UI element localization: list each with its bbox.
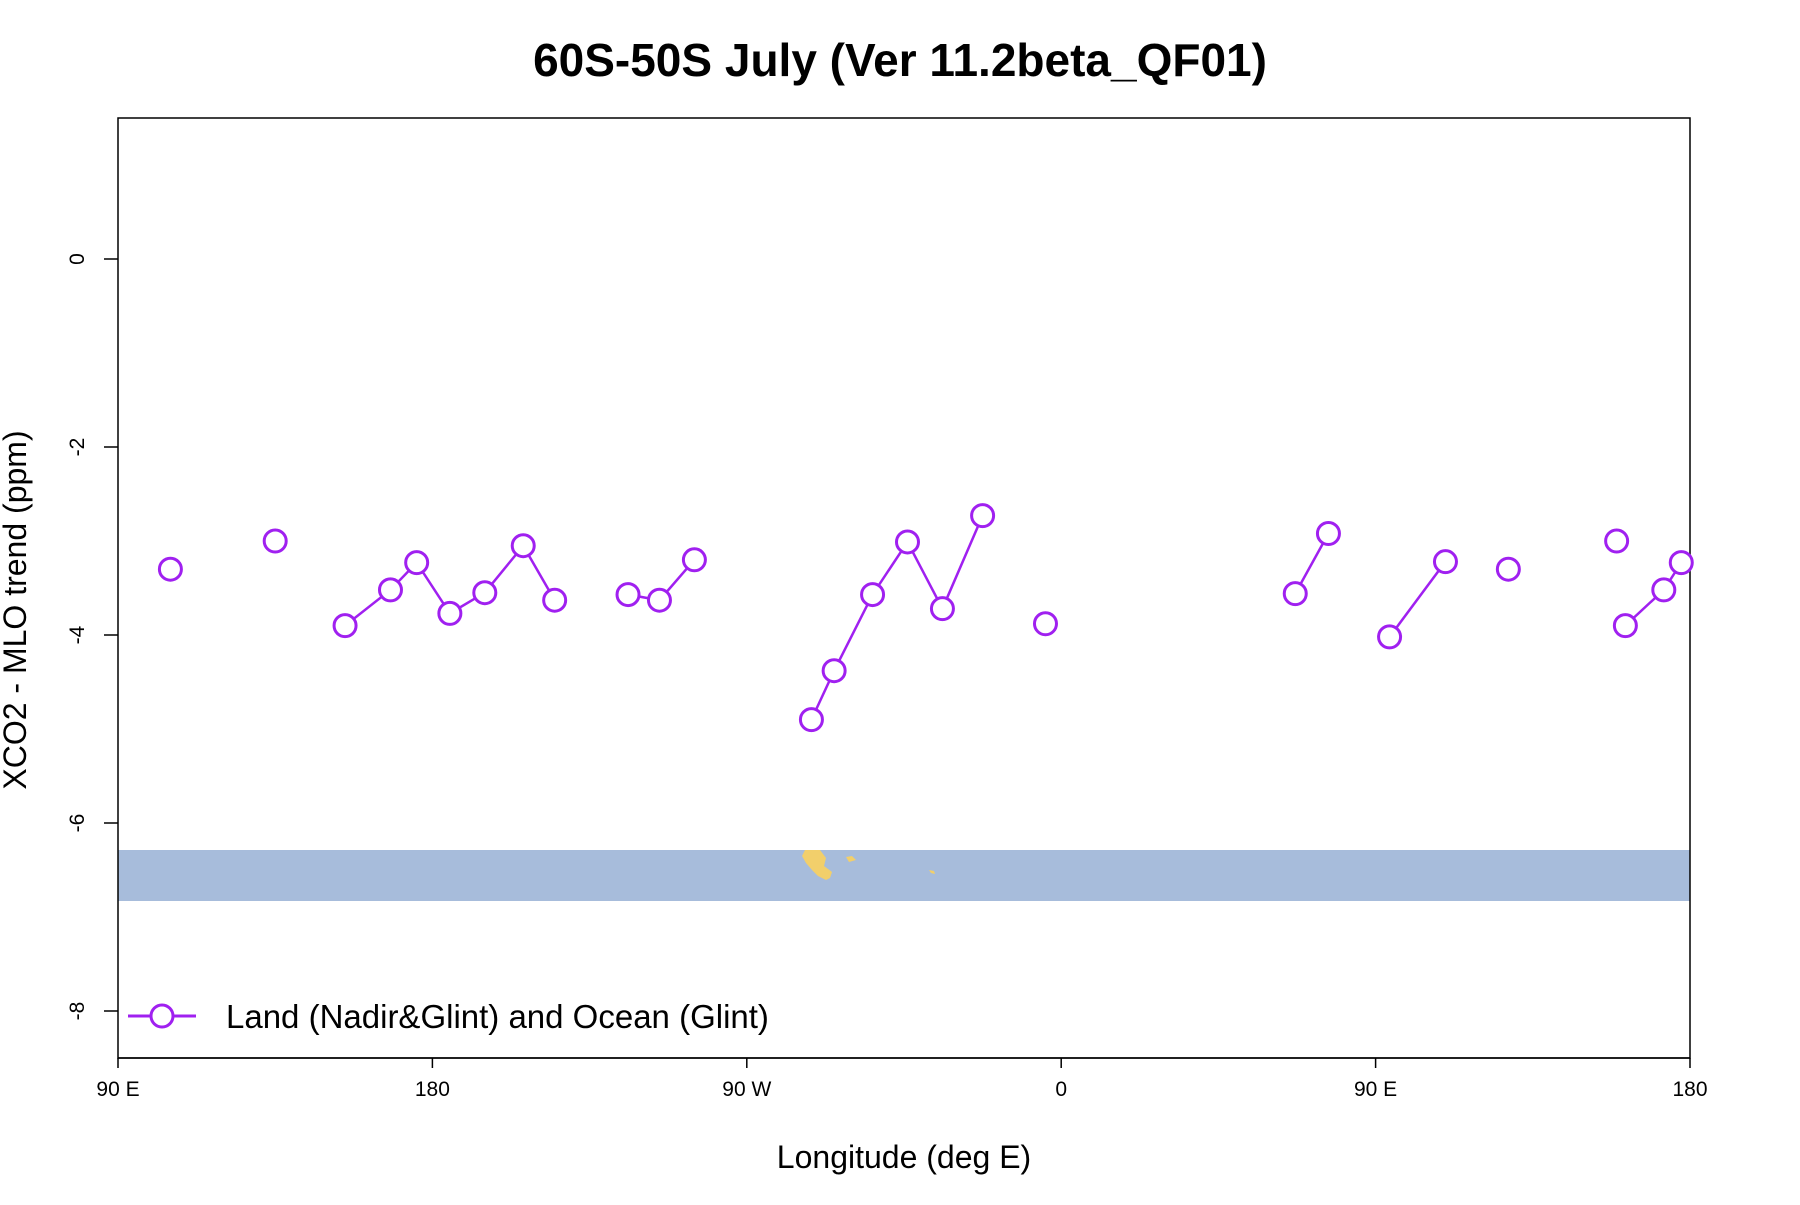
data-point [1377, 624, 1403, 650]
x-tick-label: 90 W [722, 1078, 771, 1101]
ocean-band [118, 850, 1690, 901]
data-point [472, 580, 498, 606]
land-island-small [929, 870, 935, 874]
x-tick-label: 0 [1055, 1078, 1067, 1101]
data-point [929, 596, 955, 622]
land-south-america-tip [802, 850, 832, 880]
y-axis-title: XCO2 - MLO trend (ppm) [0, 430, 33, 789]
y-axis: 0 -2 -4 -6 -8 [66, 253, 118, 1020]
data-point [1032, 611, 1058, 637]
x-tick-label: 180 [1672, 1078, 1707, 1101]
data-point [894, 529, 920, 555]
data-point [646, 587, 672, 613]
data-point [1495, 556, 1521, 582]
legend: Land (Nadir&Glint) and Ocean (Glint) [128, 998, 769, 1035]
data-point [860, 582, 886, 608]
data-point [377, 577, 403, 603]
x-tick-label: 90 E [96, 1078, 139, 1101]
data-point [1432, 549, 1458, 575]
data-point [332, 613, 358, 639]
data-point [615, 582, 641, 608]
y-tick-label: -6 [66, 814, 89, 833]
data-point [542, 587, 568, 613]
legend-marker [149, 1003, 175, 1029]
data-point [437, 600, 463, 626]
data-point [970, 503, 996, 529]
series-group [157, 503, 1694, 733]
data-point [262, 528, 288, 554]
y-tick-label: 0 [66, 253, 89, 265]
x-tick-label: 90 E [1354, 1078, 1397, 1101]
data-point [1612, 613, 1638, 639]
x-axis-title: Longitude (deg E) [777, 1139, 1031, 1175]
data-point [1668, 550, 1694, 576]
data-point [157, 556, 183, 582]
x-tick-label: 180 [415, 1078, 450, 1101]
x-axis: 90 E 180 90 W 0 90 E 180 [96, 1057, 1708, 1101]
data-point [1315, 520, 1341, 546]
plot-frame [117, 117, 1691, 1059]
legend-label: Land (Nadir&Glint) and Ocean (Glint) [226, 998, 769, 1035]
data-point [821, 658, 847, 684]
data-point [1651, 577, 1677, 603]
data-point [798, 707, 824, 733]
chart-title: 60S-50S July (Ver 11.2beta_QF01) [533, 34, 1267, 86]
land-island [846, 856, 856, 862]
data-point [681, 547, 707, 573]
data-point [510, 533, 536, 559]
y-tick-label: -2 [66, 438, 89, 457]
data-point [1604, 528, 1630, 554]
y-tick-label: -4 [66, 625, 89, 644]
data-point [404, 550, 430, 576]
y-tick-label: -8 [66, 1002, 89, 1021]
data-point [1282, 581, 1308, 607]
map-strip [118, 850, 1690, 901]
series-line [1388, 560, 1447, 638]
